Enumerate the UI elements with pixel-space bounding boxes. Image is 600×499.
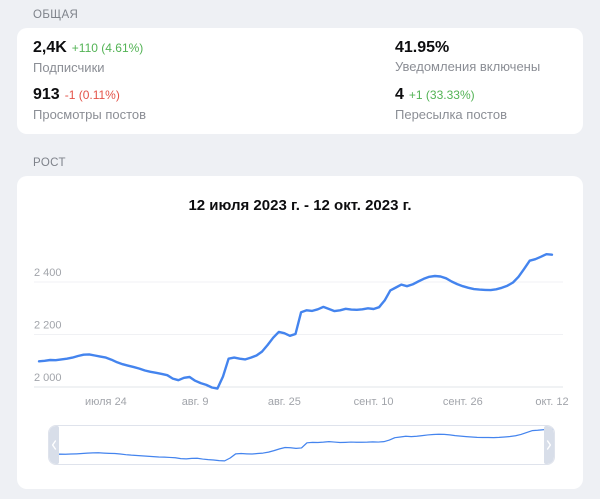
x-tick-label: авг. 25 (268, 396, 301, 408)
stat-delta: -1 (0.11%) (64, 88, 120, 102)
stat-label: Уведомления включены (395, 59, 541, 74)
minimap-handle-left[interactable] (49, 426, 59, 464)
stat-label: Пересылка постов (395, 107, 507, 122)
stat-subscribers: 2,4K +110 (4.61%) Подписчики (33, 38, 383, 76)
overview-section-label: ОБЩАЯ (33, 9, 79, 21)
stat-value: 2,4K (33, 39, 67, 56)
stat-delta: +1 (33.33%) (408, 88, 475, 102)
stat-notifications-enabled: 41.95% Уведомления включены (395, 38, 567, 76)
x-tick-label: июля 24 (85, 396, 127, 408)
stat-value: 4 (395, 86, 404, 103)
stat-post-shares: 4 +1 (33.33%) Пересылка постов (395, 85, 567, 123)
y-tick-label: 2 400 (34, 267, 62, 279)
x-tick-label: окт. 12 (535, 396, 568, 408)
growth-line (37, 253, 554, 390)
chart-title: 12 июля 2023 г. - 12 окт. 2023 г. (188, 197, 412, 214)
growth-section-label: РОСТ (33, 157, 66, 169)
stat-value: 913 (33, 86, 60, 103)
stats-card: 2,4K +110 (4.61%) Подписчики 41.95% Увед… (17, 28, 583, 134)
stat-delta: +110 (4.61%) (71, 41, 144, 55)
chevron-left-icon (51, 440, 57, 450)
stat-label: Подписчики (33, 60, 105, 75)
stat-post-views: 913 -1 (0.11%) Просмотры постов (33, 85, 383, 123)
stat-label: Просмотры постов (33, 107, 147, 122)
y-tick-label: 2 200 (34, 320, 62, 332)
minimap-chart-svg (49, 428, 554, 462)
minimap-line (49, 428, 554, 462)
x-tick-label: авг. 9 (182, 396, 209, 408)
chevron-right-icon (546, 440, 552, 450)
x-tick-label: сент. 10 (354, 396, 394, 408)
growth-card: 12 июля 2023 г. - 12 окт. 2023 г. 2 000 2… (17, 176, 583, 489)
growth-chart-svg[interactable]: 2 000 2 200 2 400 июля 24 авг. 9 авг. 25 сент.… (17, 220, 583, 420)
stat-value: 41.95% (395, 39, 450, 56)
x-tick-label: сент. 26 (443, 396, 483, 408)
y-tick-label: 2 000 (34, 372, 62, 384)
minimap[interactable] (48, 425, 555, 465)
minimap-handle-right[interactable] (544, 426, 554, 464)
